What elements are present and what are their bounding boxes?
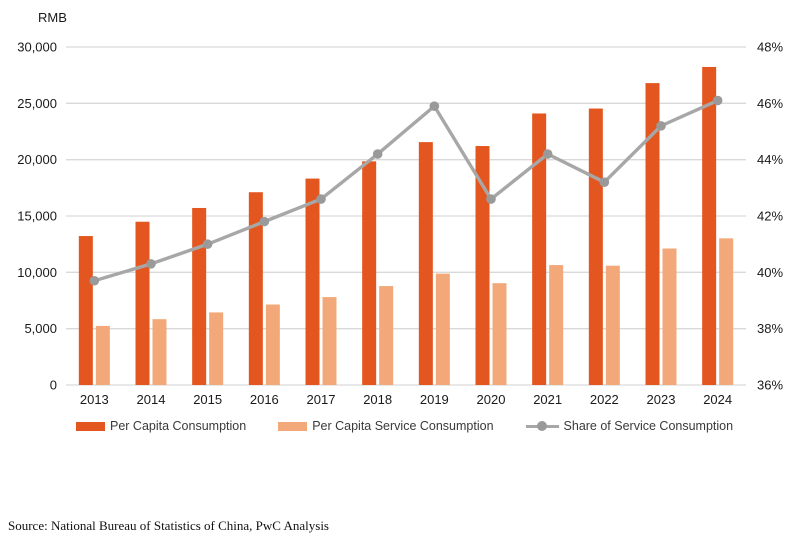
bar-service-2016 [265,304,280,385]
right-axis-tick-label: 40% [757,265,783,280]
left-axis-tick-label: 25,000 [17,96,57,111]
right-axis-tick-label: 48% [757,40,783,55]
right-axis-tick-label: 36% [757,378,783,393]
x-axis-label: 2017 [307,392,336,407]
legend-label: Per Capita Service Consumption [312,419,494,433]
x-axis-label: 2022 [590,392,619,407]
left-axis-tick-label: 15,000 [17,209,57,224]
legend-item-share-of-service-consumption: Share of Service Consumption [525,419,734,433]
bar-service-2019 [435,273,450,385]
bar-total-2016 [248,192,263,385]
legend-item-per-capita-service-consumption: Per Capita Service Consumption [278,419,494,433]
line-marker-2021 [542,149,553,159]
bar-total-2018 [362,161,377,385]
bar-service-2013 [95,325,110,385]
bar-total-2022 [588,108,603,385]
x-axis-label: 2021 [533,392,562,407]
bar-service-2018 [379,286,394,385]
line-marker-2014 [146,259,156,269]
line-marker-2013 [89,275,100,286]
line-marker-2023 [656,121,666,131]
bar-total-2019 [418,142,433,385]
bar-total-2013 [78,236,93,385]
bar-total-2020 [475,146,490,385]
right-axis-tick-label: 42% [757,209,783,224]
x-axis-label: 2018 [363,392,392,407]
left-axis-tick-label: 5,000 [24,321,57,336]
bar-service-2014 [152,319,167,385]
left-axis-tick-label: 10,000 [17,265,57,280]
line-marker-2024 [712,95,723,106]
legend-item-per-capita-consumption: Per Capita Consumption [76,419,246,433]
legend-swatch-bar-icon [278,421,308,431]
x-axis-label: 2015 [193,392,222,407]
bar-total-2021 [532,113,547,386]
bar-service-2020 [492,283,507,385]
right-axis-tick-label: 44% [757,152,783,167]
bar-service-2021 [549,265,564,385]
bar-total-2015 [192,207,207,385]
bar-total-2017 [305,178,320,385]
bar-service-2023 [662,248,677,385]
x-axis-label: 2020 [477,392,506,407]
chart-canvas: 30,000 48% 25,000 46% 20,000 44% 15,000 42% 10,0… [17,40,783,408]
x-axis-label: 2023 [647,392,676,407]
legend-label: Share of Service Consumption [563,419,734,433]
x-axis-label: 2013 [80,392,109,407]
line-marker-2022 [599,177,610,187]
line-marker-2016 [259,216,270,227]
line-marker-2015 [202,239,213,249]
bar-service-2024 [719,238,734,385]
right-axis-tick-label: 38% [757,321,783,336]
bar-service-2017 [322,297,337,385]
left-axis-tick-label: 30,000 [17,40,57,55]
left-axis-tick-label: 0 [50,378,57,393]
line-marker-2018 [372,149,383,159]
legend-label: Per Capita Consumption [110,419,247,433]
y-axis-unit-label: RMB [38,10,67,25]
x-axis-label: 2016 [250,392,279,407]
bar-total-2023 [645,83,660,386]
source-note: Source: National Bureau of Statistics of… [8,518,329,533]
line-marker-2019 [429,101,440,111]
right-axis-tick-label: 46% [757,96,783,111]
legend-swatch-line-marker-icon [525,421,559,432]
x-axis-label: 2024 [703,392,732,407]
line-marker-2017 [316,194,326,204]
bar-total-2014 [135,221,150,385]
x-axis-label: 2014 [137,392,166,407]
left-axis-tick-label: 20,000 [17,152,57,167]
bar-total-2024 [702,66,717,385]
line-marker-2020 [486,194,496,204]
share-line [92,98,720,283]
legend-swatch-bar-icon [76,421,105,431]
x-axis-label: 2019 [420,392,449,407]
bar-service-2015 [209,312,224,385]
chart-legend: Per Capita Consumption Per Capita Servic… [76,419,733,433]
bar-service-2022 [605,265,620,385]
